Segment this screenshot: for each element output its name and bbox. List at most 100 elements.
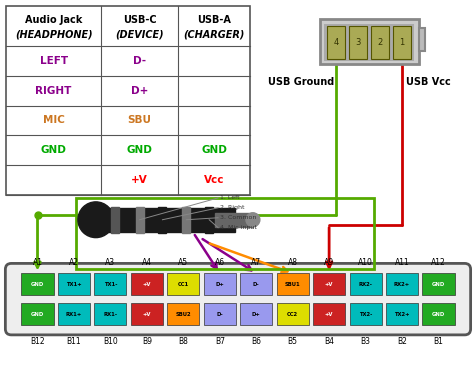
Text: A7: A7	[251, 258, 261, 267]
Bar	[131, 303, 163, 325]
Text: RX1+: RX1+	[66, 312, 82, 316]
Text: Vcc: Vcc	[204, 175, 224, 185]
Bar	[6, 6, 250, 195]
Text: B6: B6	[251, 337, 261, 346]
Text: USB Ground: USB Ground	[268, 77, 335, 87]
Text: 4. Mic input: 4. Mic input	[220, 225, 257, 230]
Text: CC1: CC1	[178, 282, 189, 287]
Text: SBU1: SBU1	[285, 282, 301, 287]
Text: B1: B1	[434, 337, 443, 346]
Text: B2: B2	[397, 337, 407, 346]
Text: B12: B12	[30, 337, 45, 346]
Text: SBU2: SBU2	[175, 312, 191, 316]
Text: A3: A3	[105, 258, 116, 267]
Text: A8: A8	[288, 258, 298, 267]
Bar	[319, 19, 419, 64]
Text: GND: GND	[432, 312, 445, 316]
Text: D-: D-	[133, 56, 146, 66]
Text: D+: D+	[252, 312, 261, 316]
Text: A9: A9	[324, 258, 334, 267]
Text: USB Vcc: USB Vcc	[406, 77, 451, 87]
Bar	[313, 273, 345, 295]
Bar	[94, 303, 127, 325]
Text: B4: B4	[324, 337, 334, 346]
Bar	[158, 207, 166, 233]
Bar	[371, 26, 389, 59]
Text: A11: A11	[395, 258, 410, 267]
Text: TX1+: TX1+	[66, 282, 82, 287]
Text: Audio Jack: Audio Jack	[25, 15, 82, 25]
Text: 1: 1	[400, 38, 405, 47]
Text: TX2-: TX2-	[359, 312, 372, 316]
Text: (CHARGER): (CHARGER)	[183, 30, 245, 40]
Text: 3: 3	[356, 38, 361, 47]
Text: 2: 2	[377, 38, 383, 47]
Text: D-: D-	[217, 312, 223, 316]
Text: GND: GND	[31, 312, 44, 316]
Bar	[167, 303, 200, 325]
Text: B9: B9	[142, 337, 152, 346]
Bar	[76, 198, 374, 269]
Text: A5: A5	[178, 258, 188, 267]
Bar	[349, 303, 382, 325]
Text: 1. Left: 1. Left	[220, 196, 240, 200]
Bar	[111, 207, 118, 233]
Bar	[328, 26, 346, 59]
Text: LEFT: LEFT	[39, 56, 68, 66]
FancyBboxPatch shape	[5, 263, 471, 335]
Bar	[240, 273, 272, 295]
Bar	[136, 207, 144, 233]
Bar	[96, 208, 235, 232]
Circle shape	[246, 213, 260, 227]
Text: A1: A1	[33, 258, 43, 267]
Text: A12: A12	[431, 258, 446, 267]
Text: GND: GND	[127, 145, 153, 155]
Bar	[240, 303, 272, 325]
Text: B8: B8	[178, 337, 188, 346]
Text: SBU: SBU	[128, 115, 152, 125]
Text: +V: +V	[131, 175, 148, 185]
Bar	[58, 303, 90, 325]
Text: +V: +V	[143, 282, 151, 287]
Circle shape	[78, 202, 114, 237]
Bar	[131, 273, 163, 295]
Text: GND: GND	[31, 282, 44, 287]
Bar	[393, 26, 411, 59]
Text: A4: A4	[142, 258, 152, 267]
Bar	[349, 26, 367, 59]
Bar	[94, 273, 127, 295]
Bar	[58, 273, 90, 295]
Text: (DEVICE): (DEVICE)	[115, 30, 164, 40]
Text: B10: B10	[103, 337, 118, 346]
Bar	[204, 303, 236, 325]
Text: GND: GND	[201, 145, 227, 155]
Text: B3: B3	[361, 337, 371, 346]
Text: RX2+: RX2+	[394, 282, 410, 287]
Text: D+: D+	[131, 86, 148, 96]
Text: USB-A: USB-A	[197, 15, 231, 25]
Text: +V: +V	[143, 312, 151, 316]
Text: RX2-: RX2-	[359, 282, 373, 287]
Text: 4: 4	[334, 38, 339, 47]
Bar	[205, 207, 213, 233]
Bar	[21, 303, 54, 325]
Bar	[422, 273, 455, 295]
Bar	[313, 303, 345, 325]
Bar	[277, 273, 309, 295]
Text: D+: D+	[215, 282, 224, 287]
Bar	[21, 273, 54, 295]
Bar	[167, 273, 200, 295]
Bar	[386, 303, 418, 325]
Bar	[204, 273, 236, 295]
Bar	[386, 273, 418, 295]
Text: TX1-: TX1-	[104, 282, 117, 287]
Text: B5: B5	[288, 337, 298, 346]
Text: B7: B7	[215, 337, 225, 346]
Text: B11: B11	[67, 337, 81, 346]
Text: A6: A6	[215, 258, 225, 267]
Bar	[419, 28, 425, 50]
Text: TX2+: TX2+	[394, 312, 410, 316]
Bar	[422, 303, 455, 325]
Text: A10: A10	[358, 258, 373, 267]
Bar	[325, 24, 414, 62]
